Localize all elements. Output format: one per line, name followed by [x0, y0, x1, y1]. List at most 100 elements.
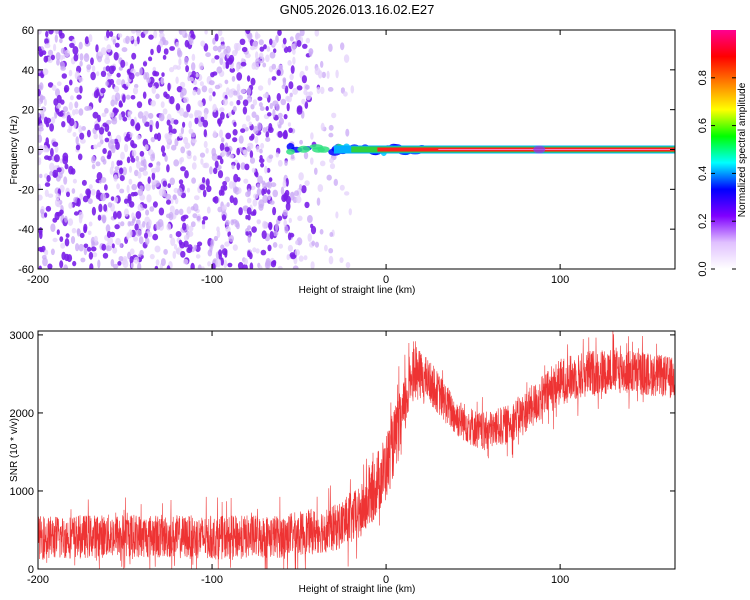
noise-speckle — [284, 225, 289, 234]
noise-speckle — [125, 35, 130, 45]
noise-speckle — [283, 114, 288, 120]
noise-speckle — [269, 38, 273, 46]
noise-speckle — [178, 132, 183, 139]
noise-speckle — [71, 227, 77, 234]
noise-speckle — [298, 255, 304, 262]
noise-speckle — [44, 189, 49, 197]
noise-speckle — [38, 89, 41, 97]
noise-speckle — [103, 204, 108, 212]
noise-speckle — [191, 162, 197, 170]
noise-speckle — [219, 158, 224, 165]
noise-speckle — [184, 32, 188, 38]
spectrogram-y-axis-label: Frequency (Hz) — [9, 116, 20, 185]
noise-speckle — [88, 184, 93, 190]
noise-speckle — [250, 45, 255, 51]
noise-speckle — [220, 185, 225, 193]
noise-speckle — [202, 119, 209, 128]
snr-plot-frame — [37, 330, 676, 570]
noise-speckle — [128, 165, 133, 173]
noise-speckle — [45, 30, 49, 38]
noise-speckle — [199, 184, 206, 191]
noise-speckle — [187, 244, 193, 251]
noise-speckle — [314, 241, 319, 248]
noise-speckle — [61, 73, 67, 79]
noise-speckle — [192, 213, 198, 219]
noise-speckle — [90, 246, 97, 252]
noise-speckle — [111, 144, 116, 154]
noise-speckle — [243, 257, 249, 266]
noise-speckle — [160, 77, 165, 85]
noise-speckle — [256, 219, 261, 225]
noise-speckle — [283, 129, 288, 139]
noise-speckle — [214, 33, 219, 42]
noise-speckle — [117, 33, 123, 38]
noise-speckle — [68, 69, 73, 77]
noise-speckle — [310, 132, 314, 140]
noise-speckle — [68, 202, 73, 209]
noise-speckle — [153, 30, 158, 39]
noise-speckle — [145, 209, 150, 216]
noise-speckle — [166, 164, 170, 173]
noise-speckle — [328, 255, 334, 265]
noise-speckle — [317, 184, 324, 193]
noise-speckle — [216, 226, 220, 232]
noise-speckle — [295, 240, 299, 245]
noise-speckle — [107, 150, 112, 158]
noise-speckle — [52, 237, 58, 243]
noise-speckle — [118, 256, 124, 262]
noise-speckle — [130, 68, 136, 74]
snr-x-tick-label: 100 — [551, 574, 569, 586]
noise-speckle — [90, 57, 94, 66]
noise-speckle — [87, 230, 92, 236]
noise-speckle — [84, 36, 89, 45]
noise-speckle — [122, 166, 127, 176]
noise-speckle — [297, 215, 303, 222]
noise-speckle — [282, 209, 288, 217]
noise-speckle — [56, 58, 60, 66]
noise-speckle — [152, 233, 159, 241]
noise-speckle — [211, 57, 216, 64]
noise-speckle — [167, 82, 171, 92]
noise-speckle — [55, 193, 61, 201]
noise-speckle — [343, 54, 350, 63]
noise-speckle — [56, 229, 60, 236]
noise-speckle — [328, 43, 333, 52]
noise-speckle — [233, 42, 239, 51]
noise-speckle — [228, 234, 234, 243]
noise-speckle — [119, 188, 125, 194]
noise-speckle — [109, 111, 115, 118]
noise-speckle — [235, 222, 240, 230]
noise-speckle — [113, 174, 118, 182]
noise-speckle — [287, 45, 292, 53]
noise-speckle — [54, 145, 59, 153]
noise-speckle — [78, 211, 84, 220]
noise-speckle — [135, 72, 140, 77]
noise-speckle — [63, 84, 70, 93]
noise-speckle — [142, 221, 146, 228]
noise-speckle — [122, 259, 129, 269]
noise-speckle — [166, 119, 171, 126]
noise-speckle — [57, 111, 64, 117]
noise-speckle — [199, 81, 204, 87]
noise-speckle — [136, 134, 141, 140]
noise-speckle — [113, 211, 118, 220]
noise-speckle — [189, 76, 194, 82]
noise-speckle — [299, 30, 305, 37]
noise-speckle — [271, 63, 277, 70]
noise-speckle — [175, 231, 182, 238]
noise-speckle — [54, 34, 58, 43]
noise-speckle — [39, 95, 46, 101]
noise-speckle — [272, 230, 279, 237]
spectrogram-y-tick-label: 60 — [22, 25, 34, 37]
noise-speckle — [219, 107, 225, 113]
noise-speckle — [284, 85, 289, 94]
noise-speckle — [298, 184, 303, 190]
noise-speckle — [310, 261, 315, 269]
noise-speckle — [114, 92, 121, 102]
noise-speckle — [49, 170, 53, 176]
noise-speckle — [303, 255, 308, 261]
noise-speckle — [247, 225, 252, 231]
noise-speckle — [221, 248, 228, 256]
noise-speckle — [115, 141, 120, 150]
